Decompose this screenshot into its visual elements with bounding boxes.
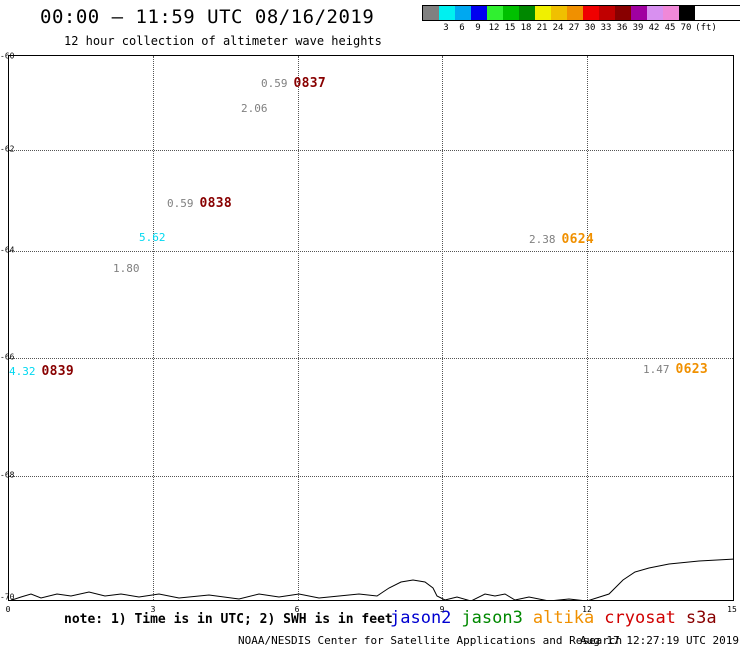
swh-point[interactable]: 1.80 bbox=[113, 262, 140, 275]
legend-label: 21 bbox=[536, 23, 548, 33]
mission-jason2: jason2 bbox=[390, 608, 452, 628]
obs-time: 0624 bbox=[561, 232, 595, 247]
legend-swatch bbox=[455, 6, 471, 20]
observation[interactable]: 4.32 0839 bbox=[9, 364, 74, 379]
swh-value: 0.59 bbox=[167, 197, 194, 210]
legend-labels: 3 6 9 12 15 18 21 24 27 30 33 36 39 42 4… bbox=[422, 23, 740, 35]
legend-swatch bbox=[551, 6, 567, 20]
legend-swatch bbox=[599, 6, 615, 20]
legend-label: 18 bbox=[520, 23, 532, 33]
obs-time: 0623 bbox=[675, 362, 709, 377]
mission-cryosat: cryosat bbox=[604, 608, 676, 628]
color-legend: 3 6 9 12 15 18 21 24 27 30 33 36 39 42 4… bbox=[422, 5, 740, 35]
obs-time: 0837 bbox=[293, 76, 327, 91]
gridline-lon bbox=[153, 56, 154, 600]
legend-swatch bbox=[679, 6, 695, 20]
legend-label: 15 bbox=[504, 23, 516, 33]
observation[interactable]: 1.47 0623 bbox=[643, 362, 708, 377]
legend-label: 42 bbox=[648, 23, 660, 33]
lat-tick-label: -68 bbox=[0, 470, 15, 480]
observation[interactable]: 2.38 0624 bbox=[529, 232, 594, 247]
swh-value: 1.47 bbox=[643, 363, 670, 376]
legend-label: 39 bbox=[632, 23, 644, 33]
legend-swatch bbox=[439, 6, 455, 20]
legend-swatch bbox=[423, 6, 439, 20]
legend-label: 3 bbox=[443, 23, 449, 33]
gridline-lon bbox=[587, 56, 588, 600]
mission-altika: altika bbox=[532, 608, 595, 628]
legend-swatch bbox=[631, 6, 647, 20]
swh-point[interactable]: 2.06 bbox=[241, 102, 268, 115]
legend-label: 33 bbox=[600, 23, 612, 33]
lon-tick-label: 9 bbox=[439, 605, 445, 614]
lat-tick-label: -66 bbox=[0, 352, 15, 362]
gridline-lat bbox=[9, 150, 733, 151]
lon-tick-label: 6 bbox=[294, 605, 300, 614]
legend-label: 12 bbox=[488, 23, 500, 33]
mission-jason3: jason3 bbox=[461, 608, 523, 628]
legend-swatch bbox=[503, 6, 519, 20]
legend-swatches bbox=[422, 5, 740, 21]
observation[interactable]: 0.59 0837 bbox=[261, 76, 326, 91]
legend-swatch bbox=[471, 6, 487, 20]
legend-swatch bbox=[615, 6, 631, 20]
observation[interactable]: 0.59 0838 bbox=[167, 196, 232, 211]
lat-tick-label: -70 bbox=[0, 592, 15, 602]
legend-label: 6 bbox=[459, 23, 465, 33]
gridline-lat bbox=[9, 251, 733, 252]
chart-subtitle: 12 hour collection of altimeter wave hei… bbox=[64, 34, 382, 48]
gridline-lat bbox=[9, 476, 733, 477]
legend-label: 9 bbox=[475, 23, 481, 33]
swh-value: 0.59 bbox=[261, 77, 288, 90]
legend-swatch bbox=[519, 6, 535, 20]
gridline-lon bbox=[298, 56, 299, 600]
legend-label: 30 bbox=[584, 23, 596, 33]
mission-s3a: s3a bbox=[685, 608, 717, 628]
lat-tick-label: -64 bbox=[0, 245, 15, 255]
legend-swatch bbox=[583, 6, 599, 20]
chart-title: 00:00 – 11:59 UTC 08/16/2019 bbox=[40, 6, 375, 28]
lon-tick-label: 15 bbox=[727, 605, 737, 614]
lon-tick-label: 0 bbox=[5, 605, 11, 614]
legend-swatch bbox=[567, 6, 583, 20]
lat-tick-label: -62 bbox=[0, 144, 15, 154]
gridline-lat bbox=[9, 358, 733, 359]
generated-timestamp: Aug 17 12:27:19 UTC 2019 bbox=[580, 634, 739, 647]
legend-label: 70 bbox=[680, 23, 692, 33]
map-area[interactable]: 0.59 0837 0.59 0838 4.32 0839 2.38 0624 1.47… bbox=[8, 55, 734, 601]
legend-swatch bbox=[487, 6, 503, 20]
swh-point[interactable]: 5.62 bbox=[139, 231, 166, 244]
mission-legend: jason2 jason3 altika cryosat s3a bbox=[390, 608, 727, 628]
obs-time: 0838 bbox=[199, 196, 233, 211]
legend-swatch bbox=[663, 6, 679, 20]
swh-value: 2.38 bbox=[529, 233, 556, 246]
lat-tick-label: -60 bbox=[0, 51, 15, 61]
legend-label: 27 bbox=[568, 23, 580, 33]
coastline bbox=[10, 558, 733, 600]
legend-label: 45 bbox=[664, 23, 676, 33]
obs-time: 0839 bbox=[41, 364, 75, 379]
credit-line: NOAA/NESDIS Center for Satellite Applica… bbox=[238, 634, 623, 647]
lon-tick-label: 12 bbox=[582, 605, 592, 614]
gridline-lon bbox=[442, 56, 443, 600]
legend-swatch bbox=[535, 6, 551, 20]
legend-swatch bbox=[647, 6, 663, 20]
legend-label: 24 bbox=[552, 23, 564, 33]
legend-label: 36 bbox=[616, 23, 628, 33]
swh-value: 4.32 bbox=[9, 365, 36, 378]
legend-label: (ft) bbox=[695, 23, 717, 33]
lon-tick-label: 3 bbox=[150, 605, 156, 614]
footer-note: note: 1) Time is in UTC; 2) SWH is in fe… bbox=[64, 612, 393, 627]
